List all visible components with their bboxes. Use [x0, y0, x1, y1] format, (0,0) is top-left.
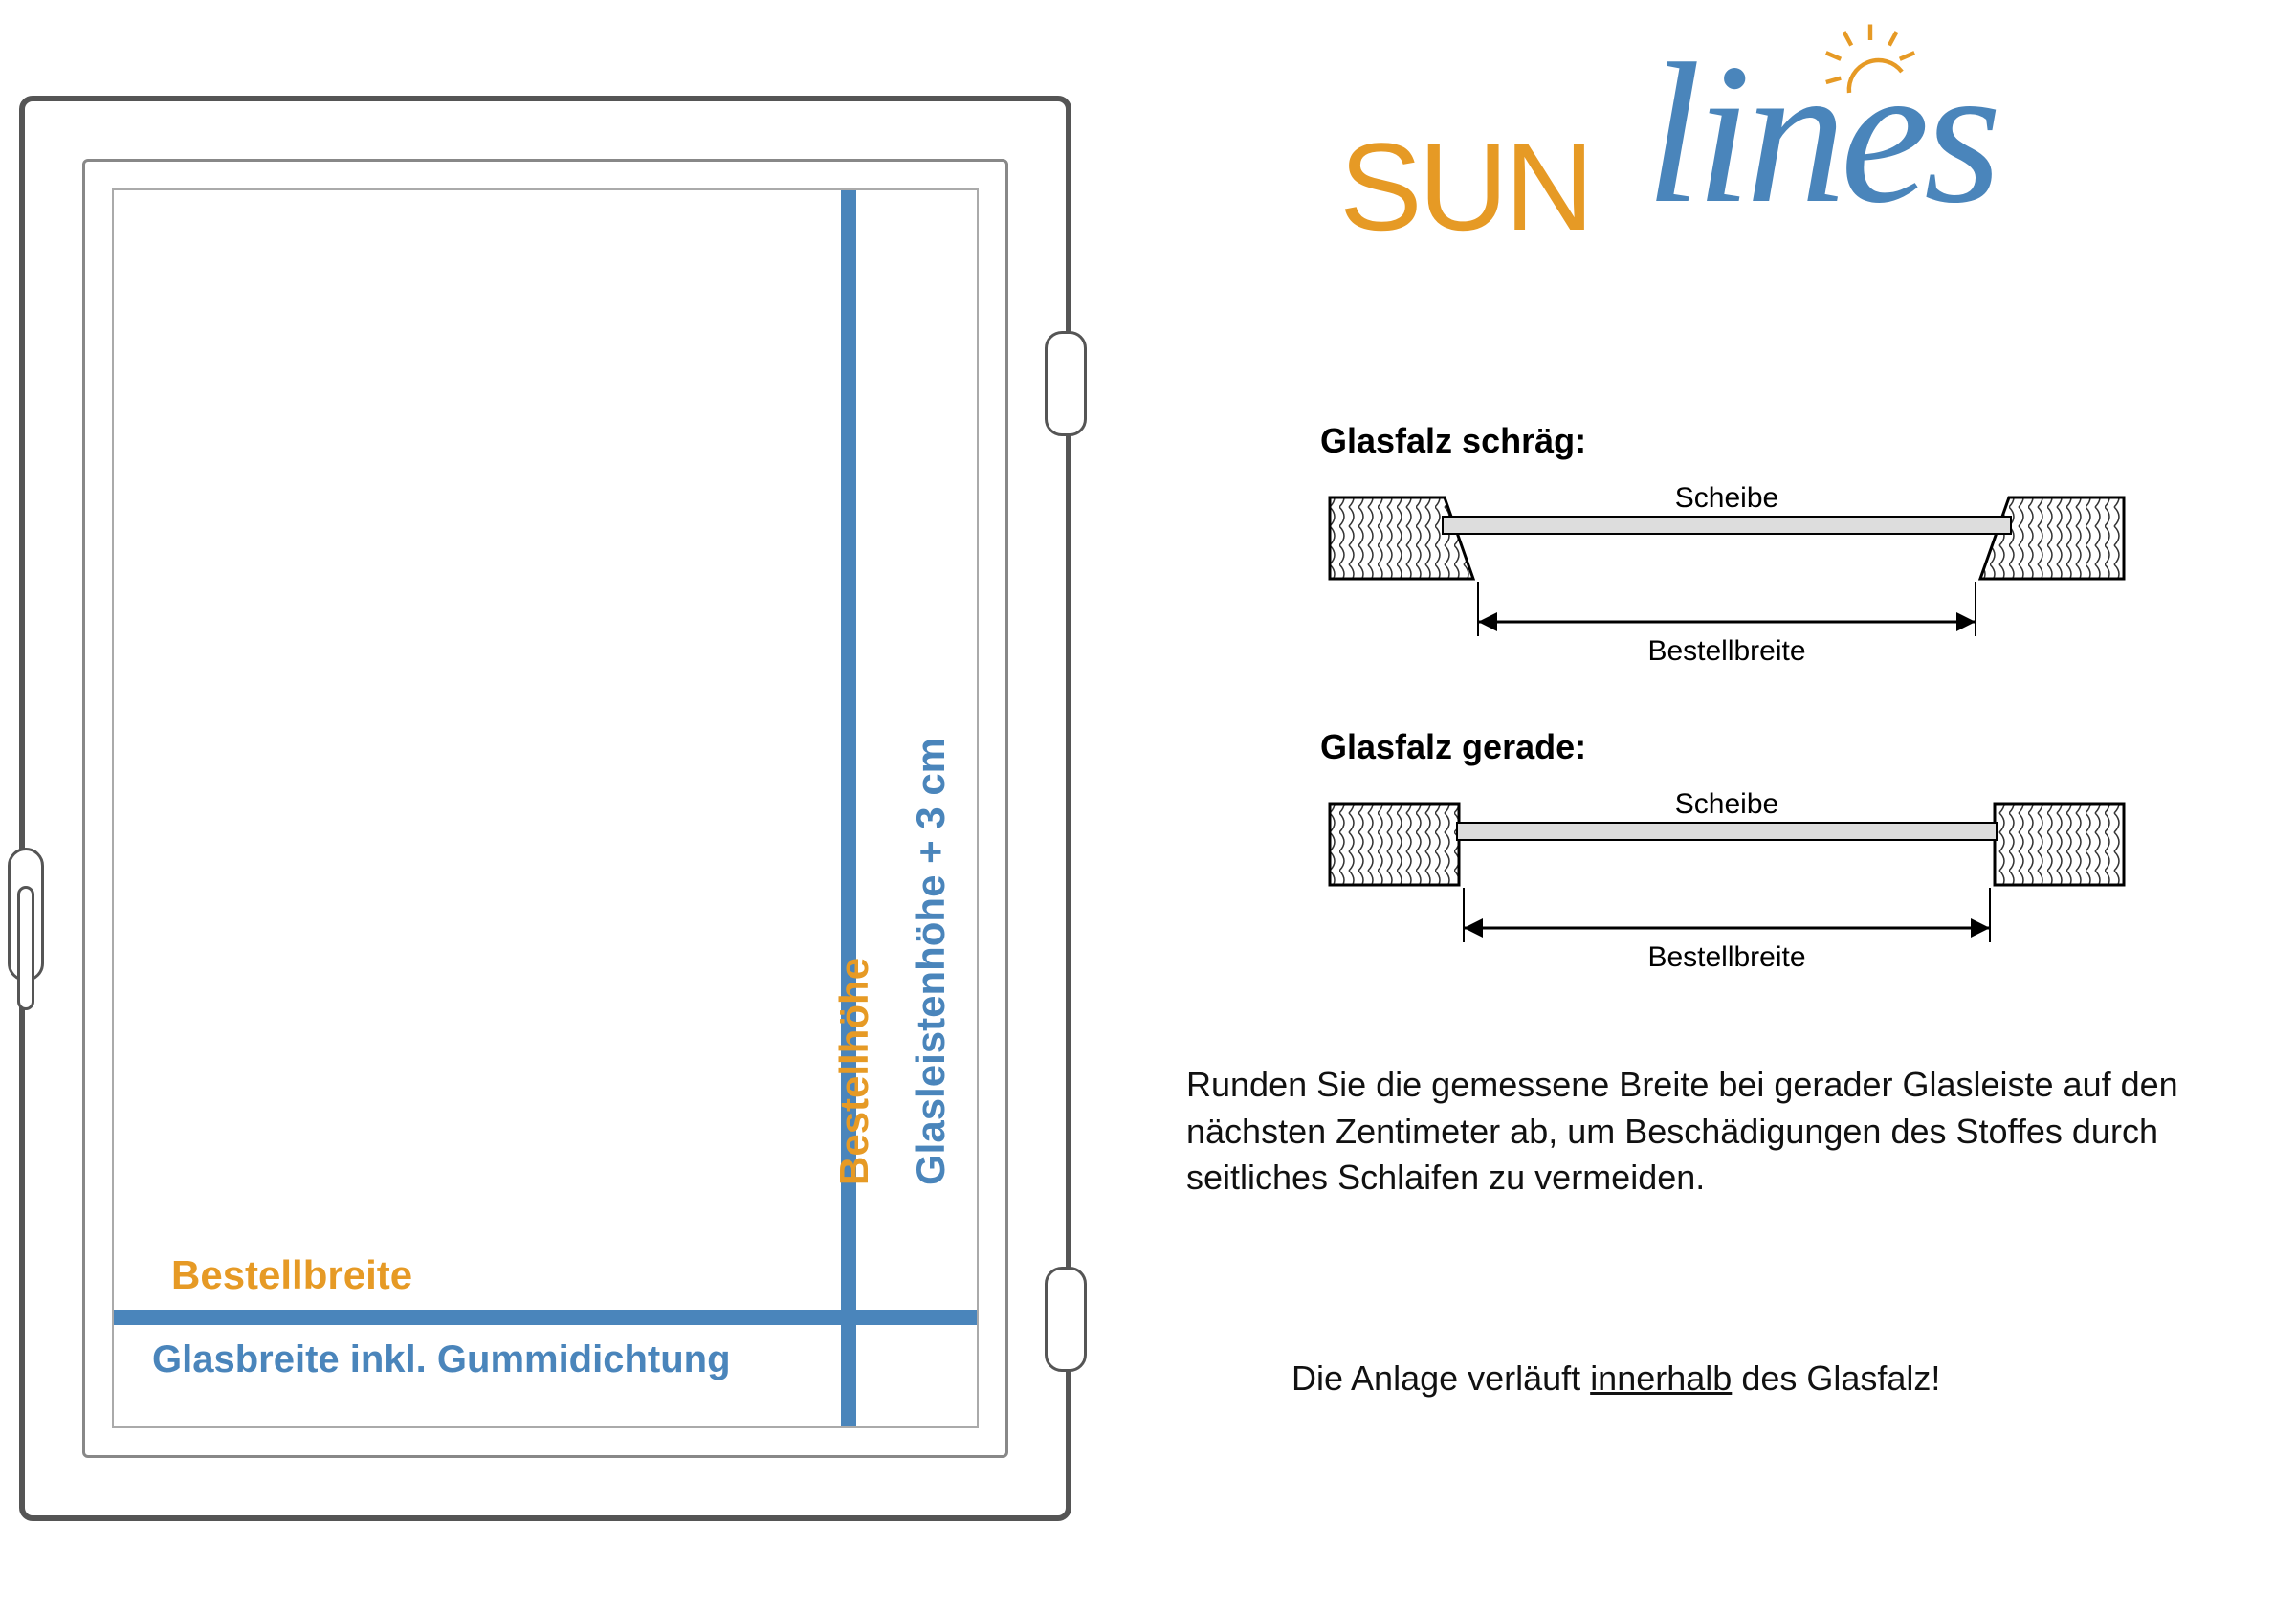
- window-frame-inner: Bestellhöhe Glasleistenhöhe + 3 cm Beste…: [82, 159, 1008, 1458]
- window-glass: Bestellhöhe Glasleistenhöhe + 3 cm Beste…: [112, 188, 979, 1428]
- cross-section-schraeg: Glasfalz schräg: Scheibe Bestellbreite: [1320, 421, 2162, 694]
- logo-text-lines: lines: [1645, 19, 1997, 250]
- cs-gerade-svg: Scheibe Bestellbreite: [1320, 775, 2162, 995]
- hinge-top: [1045, 331, 1087, 436]
- measure-line-vertical: [841, 190, 856, 1426]
- label-bestellbreite: Bestellbreite: [171, 1252, 412, 1298]
- cs-schraeg-bestellbreite: Bestellbreite: [1647, 635, 1805, 667]
- cs-gerade-bestellbreite: Bestellbreite: [1647, 941, 1805, 973]
- instruction-paragraph: Runden Sie die gemessene Breite bei gera…: [1186, 1062, 2296, 1202]
- logo: SUN lines: [1339, 19, 2200, 268]
- label-glasbreite: Glasbreite inkl. Gummidichtung: [152, 1338, 731, 1381]
- cross-section-gerade: Glasfalz gerade: Scheibe Bestellbreite: [1320, 727, 2162, 1000]
- diagram-container: SUN lines Bestellhöhe Glasleistenhöhe + …: [0, 0, 2296, 1612]
- window-handle: [8, 848, 44, 982]
- footer-suffix: des Glasfalz!: [1732, 1358, 1940, 1398]
- footer-prefix: Die Anlage verläuft: [1292, 1358, 1590, 1398]
- cs-gerade-scheibe: Scheibe: [1675, 788, 1778, 820]
- cs-schraeg-scheibe: Scheibe: [1675, 482, 1778, 514]
- cs-schraeg-svg: Scheibe Bestellbreite: [1320, 469, 2162, 689]
- cs-gerade-title: Glasfalz gerade:: [1320, 727, 2162, 767]
- footer-underlined: innerhalb: [1590, 1358, 1732, 1398]
- window-frame-outer: Bestellhöhe Glasleistenhöhe + 3 cm Beste…: [19, 96, 1071, 1521]
- footer-note: Die Anlage verläuft innerhalb des Glasfa…: [1292, 1358, 1940, 1399]
- label-glasleistenhoehe: Glasleistenhöhe + 3 cm: [908, 738, 954, 1185]
- logo-text-sun: SUN: [1339, 115, 1590, 258]
- measure-line-horizontal: [114, 1310, 977, 1325]
- hinge-bottom: [1045, 1267, 1087, 1372]
- label-bestellhoehe: Bestellhöhe: [831, 958, 877, 1185]
- cs-schraeg-title: Glasfalz schräg:: [1320, 421, 2162, 461]
